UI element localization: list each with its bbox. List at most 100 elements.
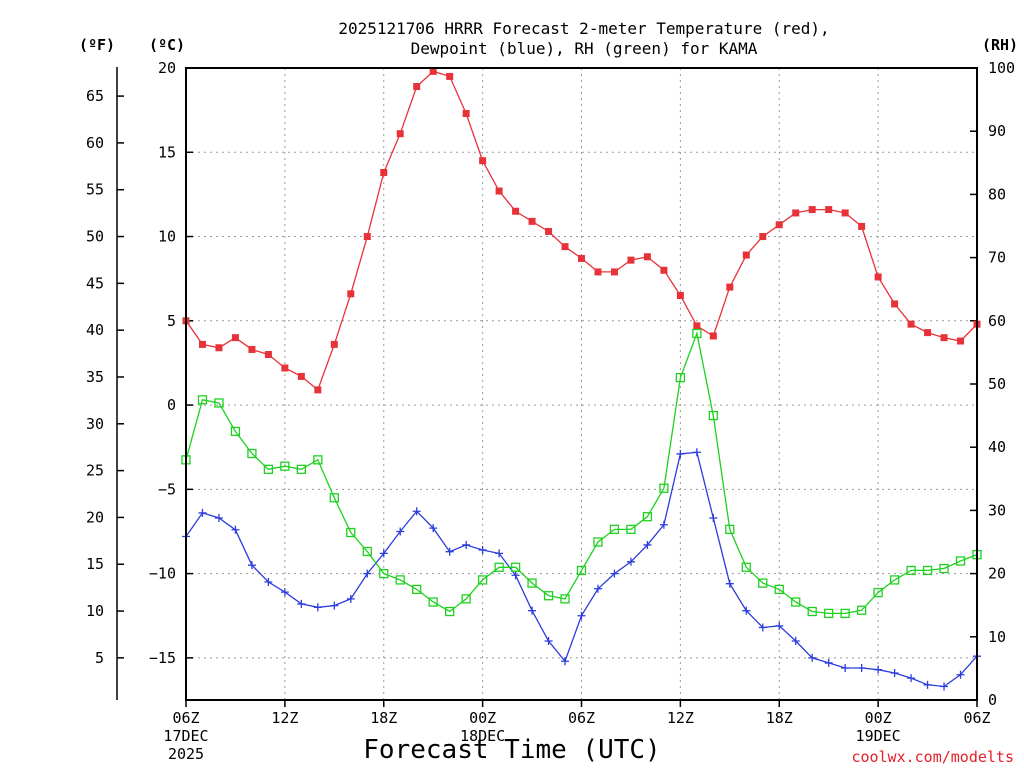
rh-point — [395, 575, 405, 585]
temperature-point — [347, 290, 355, 298]
celsius-tick-label: −15 — [149, 649, 176, 667]
dewpoint-point — [561, 657, 570, 666]
x-tick-date: 17DEC — [163, 727, 208, 745]
x-tick-label: 06Z — [172, 709, 199, 727]
dewpoint-point — [857, 663, 866, 672]
temperature-point — [676, 292, 684, 300]
rh-point — [807, 606, 817, 617]
dewpoint-point — [544, 637, 553, 646]
dewpoint-point — [462, 540, 471, 549]
temperature-point — [396, 130, 404, 138]
chart-title-line1: 2025121706 HRRR Forecast 2-meter Tempera… — [338, 19, 829, 38]
dewpoint-point — [412, 507, 421, 516]
temperature-point — [495, 187, 503, 195]
rh-point — [197, 395, 208, 405]
rh-point — [692, 328, 702, 339]
rh-point — [214, 398, 224, 408]
dewpoint-point — [396, 527, 405, 536]
fahrenheit-tick-label: 30 — [86, 415, 104, 433]
dewpoint-point — [758, 623, 767, 632]
rh-point — [296, 464, 307, 474]
fahrenheit-tick-label: 55 — [86, 181, 104, 199]
dewpoint-point — [297, 599, 306, 608]
dewpoint-point — [429, 524, 438, 533]
celsius-tick-label: 5 — [167, 312, 176, 330]
temperature-point — [693, 322, 701, 330]
fahrenheit-tick-label: 50 — [86, 228, 104, 246]
rh-point — [263, 464, 274, 474]
rh-point — [873, 587, 883, 598]
x-tick-label: 12Z — [667, 709, 694, 727]
dewpoint-point — [198, 508, 207, 517]
rh-tick-label: 80 — [988, 185, 1006, 203]
dewpoint-point — [791, 637, 800, 646]
dewpoint-point — [231, 525, 240, 534]
rh-tick-label: 30 — [988, 501, 1006, 519]
temperature-point — [957, 337, 965, 345]
x-tick-label: 00Z — [469, 709, 496, 727]
rh-point — [708, 410, 718, 421]
rh-point — [824, 608, 834, 619]
x-tick-label: 18Z — [370, 709, 397, 727]
temperature-point — [413, 83, 421, 91]
fahrenheit-tick-label: 40 — [86, 321, 104, 339]
rh-point — [560, 594, 570, 604]
rh-tick-label: 50 — [988, 375, 1006, 393]
temperature-point — [792, 209, 800, 217]
temperature-point — [643, 253, 651, 261]
temperature-point — [446, 72, 454, 80]
temperature-point — [924, 329, 932, 337]
fahrenheit-unit-label: (ºF) — [79, 36, 115, 54]
temperature-point — [231, 334, 239, 342]
rh-tick-label: 90 — [988, 122, 1006, 140]
temperature-point — [742, 251, 750, 259]
rh-point — [428, 597, 438, 607]
rh-point — [280, 461, 290, 471]
rh-point — [791, 597, 801, 607]
fahrenheit-tick-label: 5 — [95, 649, 104, 667]
temperature-point — [825, 206, 833, 214]
rh-point — [593, 537, 603, 547]
data-series — [181, 67, 982, 691]
rh-point — [626, 524, 636, 535]
temperature-point — [561, 243, 569, 251]
temperature-point — [528, 217, 536, 225]
temperature-point — [281, 364, 289, 372]
credit-text: coolwx.com/modelts — [851, 748, 1014, 766]
dewpoint-point — [907, 674, 916, 683]
dewpoint-point — [940, 682, 949, 691]
temperature-point — [775, 221, 783, 229]
dewpoint-point — [841, 663, 850, 672]
rh-point — [725, 524, 735, 535]
dewpoint-point — [824, 658, 833, 667]
celsius-tick-label: −5 — [158, 480, 176, 498]
rh-tick-label: 70 — [988, 249, 1006, 267]
temperature-point — [627, 256, 635, 264]
rh-point — [412, 584, 422, 595]
dewpoint-point — [956, 670, 965, 679]
dewpoint-point — [313, 603, 322, 612]
temperature-point — [759, 233, 767, 241]
chart-title-line2: Dewpoint (blue), RH (green) for KAMA — [411, 39, 758, 58]
dewpoint-point — [346, 594, 355, 603]
plot-frame — [185, 67, 978, 701]
dewpoint-point — [330, 601, 339, 610]
dewpoint-point — [725, 579, 734, 588]
fahrenheit-tick-label: 25 — [86, 462, 104, 480]
rh-point — [576, 565, 587, 576]
celsius-tick-label: −10 — [149, 565, 176, 583]
dewpoint-point — [445, 547, 454, 556]
dewpoint-point — [676, 449, 685, 458]
temperature-point — [726, 283, 734, 291]
dewpoint-point — [528, 606, 537, 615]
rh-point — [313, 455, 323, 465]
rh-line — [185, 331, 978, 615]
dewpoint-point — [363, 569, 372, 578]
rh-point — [329, 493, 339, 503]
fahrenheit-tick-label: 20 — [86, 508, 104, 526]
temperature-point — [462, 110, 470, 118]
rh-point — [939, 563, 949, 574]
dewpoint-point — [742, 606, 751, 615]
rh-point — [346, 527, 356, 538]
